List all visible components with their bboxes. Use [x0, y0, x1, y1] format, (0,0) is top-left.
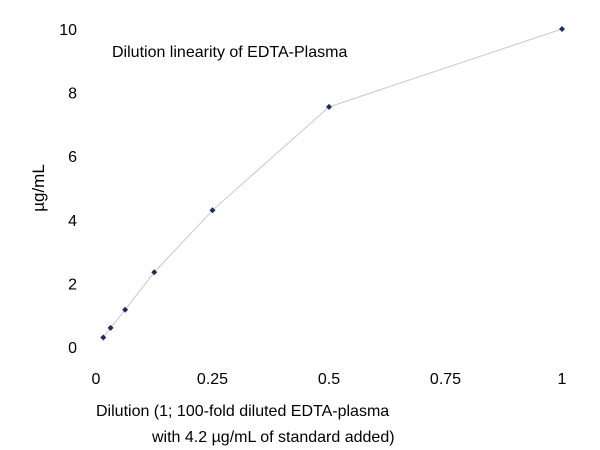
y-tick-label: 6 [68, 149, 77, 166]
plot-area: 0 2 4 6 8 10 0 0.25 0.5 0.75 1 [59, 22, 566, 388]
data-point [122, 306, 129, 313]
y-tick-labels: 0 2 4 6 8 10 [59, 22, 77, 357]
x-tick-label: 0 [92, 371, 101, 388]
x-axis-label-line-2: with 4.2 µg/mL of standard added) [151, 429, 395, 446]
data-point [151, 269, 158, 276]
y-tick-label: 8 [68, 86, 77, 103]
y-tick-label: 10 [59, 22, 77, 39]
data-point [209, 207, 216, 214]
chart-title: Dilution linearity of EDTA-Plasma [112, 44, 347, 61]
x-tick-label: 0.75 [430, 371, 461, 388]
data-point [107, 324, 114, 331]
y-axis-label: µg/mL [29, 164, 48, 212]
x-tick-label: 1 [558, 371, 567, 388]
x-tick-label: 0.25 [197, 371, 228, 388]
y-tick-label: 2 [68, 276, 77, 293]
data-point [559, 26, 565, 32]
data-points [100, 26, 565, 341]
data-point [100, 334, 107, 341]
data-point [326, 103, 332, 110]
x-tick-label: 0.5 [318, 371, 340, 388]
y-tick-label: 0 [68, 340, 77, 357]
x-axis-label-line-1: Dilution (1; 100-fold diluted EDTA-plasm… [96, 403, 389, 420]
x-tick-labels: 0 0.25 0.5 0.75 1 [92, 371, 567, 388]
series-line [102, 28, 563, 338]
y-tick-label: 4 [68, 213, 77, 230]
